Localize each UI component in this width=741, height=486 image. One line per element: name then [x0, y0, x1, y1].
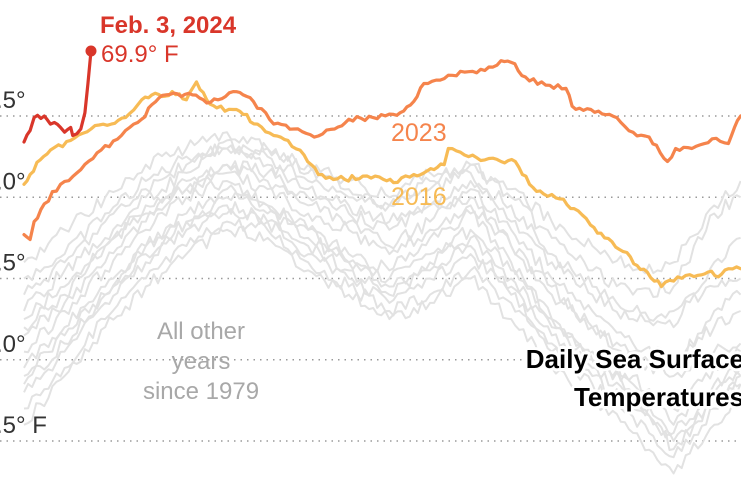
series-line-other-05: [23, 163, 741, 361]
other-years-lines: [23, 131, 741, 475]
series-line-other-10: [23, 225, 741, 475]
y-axis-ticks: .5° .0° .5° .0° .5° F: [0, 87, 47, 439]
other-years-label-line2: years: [172, 348, 231, 375]
series-line-2024: [22, 49, 93, 144]
series-line-2023: [22, 59, 741, 242]
other-years-label-line1: All other: [157, 318, 245, 345]
series-line-other-01: [23, 160, 741, 378]
latest-date-label: Feb. 3, 2024: [100, 12, 237, 39]
series-line-other-04: [23, 201, 741, 437]
series-line-other-12: [23, 207, 741, 442]
series-line-2016: [22, 80, 741, 289]
series-label-2023: 2023: [391, 119, 447, 147]
highlight-series: [22, 45, 741, 289]
series-line-other-11: [23, 170, 741, 371]
latest-value-label: 69.9° F: [101, 41, 179, 68]
series-line-other-14: [23, 192, 741, 451]
other-years-label-line3: since 1979: [143, 378, 259, 405]
y-tick-label-1: .0°: [0, 168, 26, 195]
y-tick-label-4: .5° F: [0, 412, 47, 439]
series-line-other-13: [23, 131, 741, 275]
latest-point-marker: [85, 45, 97, 57]
y-tick-label-3: .0°: [0, 331, 26, 358]
series-line-other-08: [23, 184, 741, 426]
chart-title-line2: Temperatures: [574, 382, 741, 412]
series-line-other-06: [23, 218, 741, 459]
chart-title-line1: Daily Sea Surface: [526, 344, 741, 374]
series-line-other-07: [23, 138, 741, 329]
series-label-2016: 2016: [391, 183, 447, 211]
y-tick-label-2: .5°: [0, 250, 26, 277]
series-line-other-03: [23, 144, 741, 323]
y-tick-label-0: .5°: [0, 87, 26, 114]
series-line-other-09: [23, 141, 741, 298]
